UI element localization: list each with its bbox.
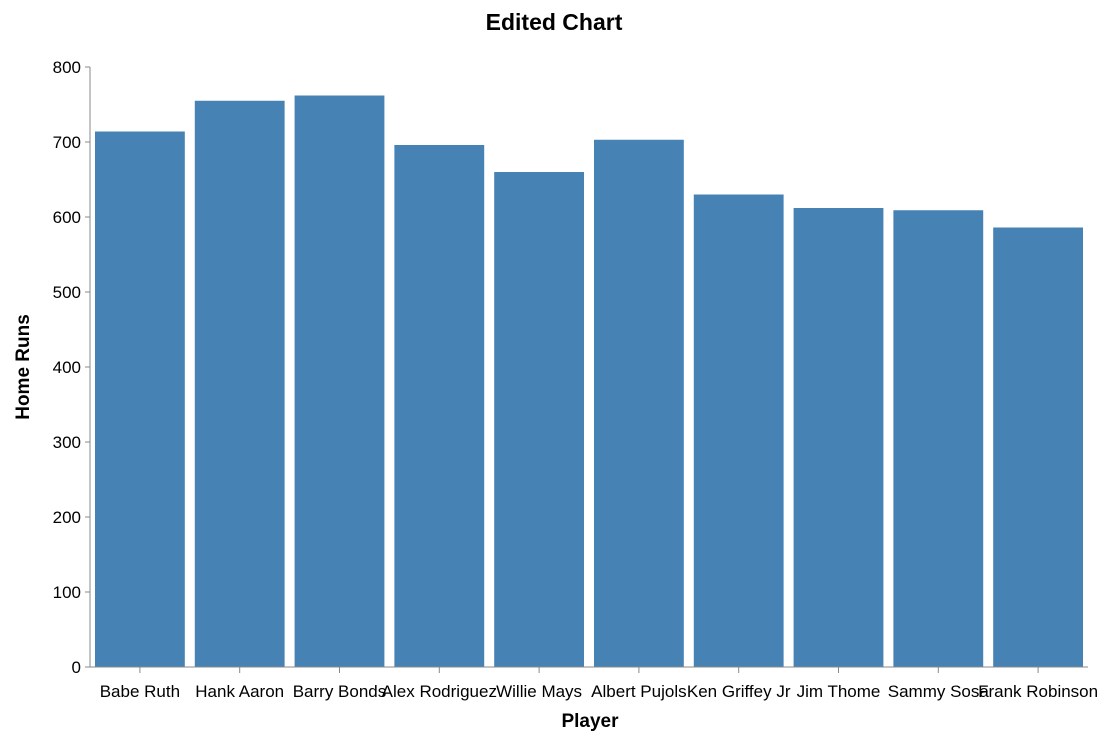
bar [194,100,285,667]
y-tick-label: 400 [53,358,81,377]
y-tick-label: 0 [72,658,81,677]
y-tick-label: 500 [53,283,81,302]
x-tick-label: Willie Mays [496,682,582,701]
y-tick-label: 300 [53,433,81,452]
bar [593,139,684,667]
bar [294,95,385,667]
bar [94,131,185,667]
bar [494,172,585,667]
bar [893,210,984,667]
bar [394,145,485,667]
x-tick-label: Jim Thome [797,682,881,701]
x-tick-label: Frank Robinson [978,682,1098,701]
x-tick-label: Barry Bonds [293,682,387,701]
bar [693,194,784,667]
y-axis-title: Home Runs [13,314,34,420]
y-tick-label: 800 [53,58,81,77]
y-tick-label: 700 [53,133,81,152]
y-tick-label: 100 [53,583,81,602]
plot-area: 0 100 200 300 400 500 600 700 800 Babe Ruth Hank A… [53,58,1098,701]
chart-title: Edited Chart [486,9,623,35]
y-tick-label: 200 [53,508,81,527]
bar [993,227,1084,667]
x-axis-title: Player [561,711,619,732]
x-tick-label: Sammy Sosa [888,682,990,701]
x-tick-label: Albert Pujols [591,682,686,701]
x-tick-label: Ken Griffey Jr [687,682,791,701]
x-tick-label: Alex Rodriguez [382,682,497,701]
x-tick-label: Babe Ruth [100,682,180,701]
y-tick-label: 600 [53,208,81,227]
x-tick-label: Hank Aaron [195,682,284,701]
bar [793,208,884,667]
